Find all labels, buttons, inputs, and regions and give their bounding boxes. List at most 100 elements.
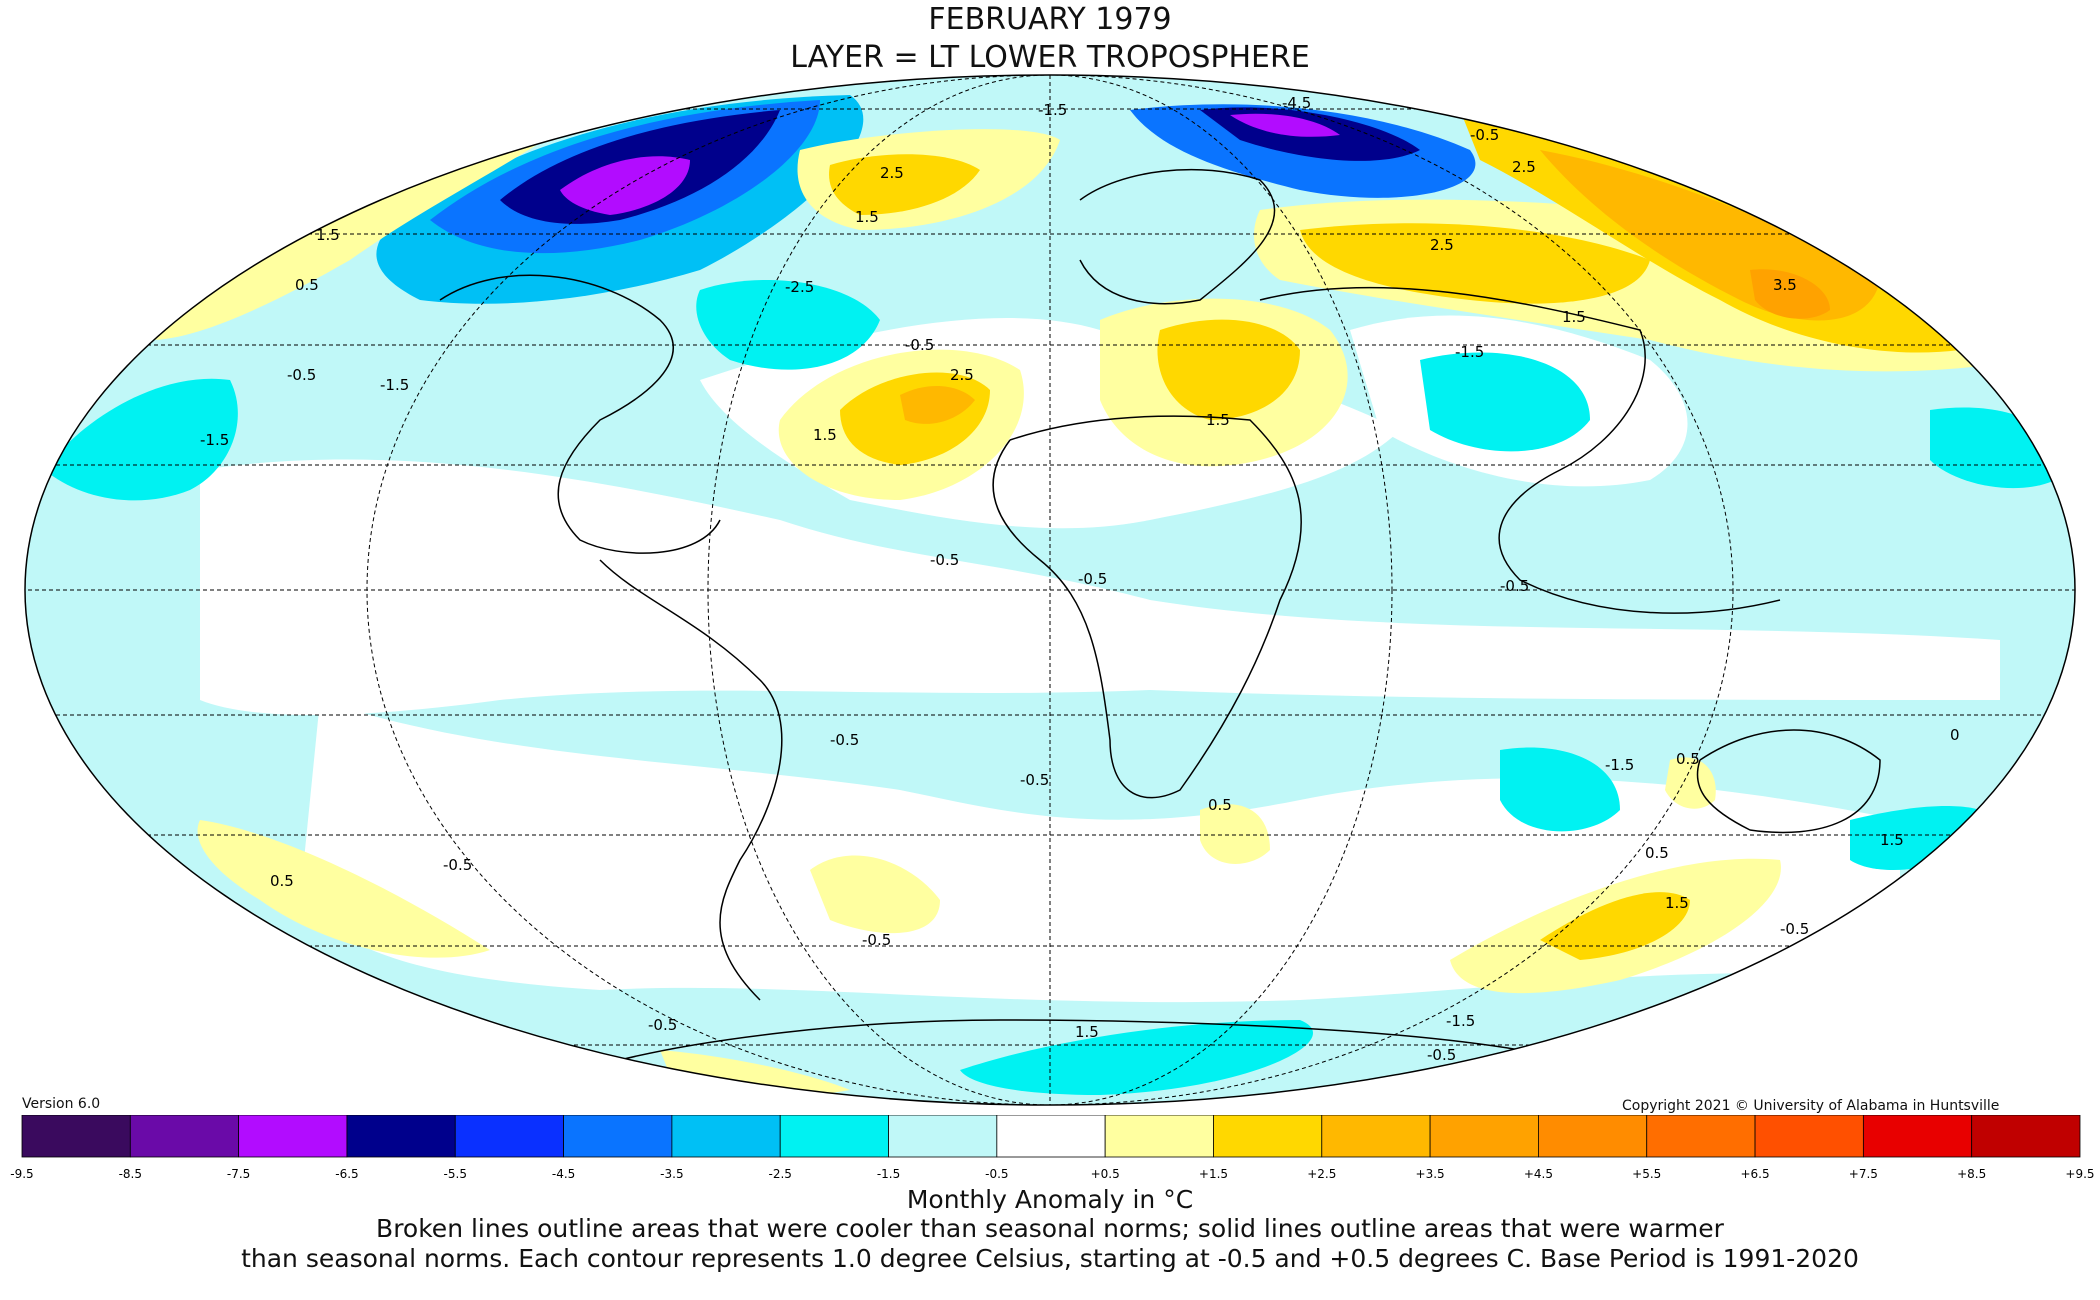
- contour-label: -1.5: [1446, 1012, 1475, 1030]
- contour-label: -1.5: [1038, 101, 1067, 119]
- footnote-line-2: than seasonal norms. Each contour repres…: [241, 1244, 1859, 1273]
- colorbar-tick-label: -0.5: [985, 1167, 1008, 1181]
- contour-label: 1.5: [1206, 411, 1230, 429]
- contour-label: -0.5: [287, 366, 316, 384]
- colorbar-swatch: [454, 1115, 564, 1158]
- field-cold-8: [696, 280, 880, 370]
- contour-label: 0.5: [1676, 750, 1700, 768]
- colorbar-tick-label: +6.5: [1740, 1167, 1769, 1181]
- contour-label: -0.5: [905, 336, 934, 354]
- contour-label: 0.5: [295, 276, 319, 294]
- version-label: Version 6.0: [22, 1096, 101, 1112]
- contour-label: -2.5: [785, 278, 814, 296]
- contour-label: -0.5: [1427, 1046, 1456, 1064]
- footnote-line-1: Broken lines outline areas that were coo…: [376, 1214, 1724, 1243]
- colorbar-swatch: [129, 1115, 240, 1158]
- colorbar-swatch: [888, 1115, 998, 1158]
- contour-label: 1.5: [1562, 308, 1586, 326]
- contour-labels: -1.5 -4.5 -0.5 2.5 1.5 -2.5 0.5 2.5 1.5 …: [200, 94, 1960, 1064]
- contour-label: 0: [1950, 726, 1960, 744]
- field-warm-18: [1540, 892, 1690, 960]
- contour-label: -0.5: [1470, 126, 1499, 144]
- field-cold-13: [960, 1020, 1314, 1095]
- colorbar-tick-label: -7.5: [227, 1167, 250, 1181]
- field-warm-16: [1200, 804, 1270, 864]
- colorbar-swatch: [1213, 1115, 1323, 1158]
- colorbar-swatch: [238, 1115, 348, 1158]
- colorbar-tick-label: -1.5: [877, 1167, 900, 1181]
- colorbar-tick-label: -4.5: [552, 1167, 575, 1181]
- colorbar-swatch: [1321, 1115, 1431, 1158]
- colorbar-tick-label: +7.5: [1849, 1167, 1878, 1181]
- contour-label: 2.5: [880, 164, 904, 182]
- colorbar-tick-label: -2.5: [768, 1167, 791, 1181]
- colorbar-tick-label: -8.5: [119, 1167, 142, 1181]
- field-cold-7: [1230, 113, 1340, 137]
- colorbar-label: Monthly Anomaly in °C: [906, 1185, 1194, 1214]
- colorbar-tick-label: -3.5: [660, 1167, 683, 1181]
- colorbar-swatch: [1429, 1115, 1539, 1158]
- field-neutral: [200, 459, 2000, 715]
- colorbar-tick-label: +2.5: [1307, 1167, 1336, 1181]
- contour-label: 2.5: [1512, 158, 1536, 176]
- contour-label: -0.5: [648, 1016, 677, 1034]
- colorbar-tick-label: -6.5: [335, 1167, 358, 1181]
- contour-label: 1.5: [813, 426, 837, 444]
- colorbar: -9.5 -8.5 -7.5 -6.5 -5.5 -4.5 -3.5 -2.5 -1.5 -0.5…: [10, 1115, 2095, 1181]
- field-cold-10: [1420, 352, 1590, 452]
- field-warm-14: [197, 820, 490, 958]
- colorbar-swatch: [1646, 1115, 1756, 1158]
- colorbar-swatch: [1971, 1115, 2081, 1158]
- layer-subtitle: LAYER = LT LOWER TROPOSPHERE: [790, 40, 1310, 75]
- contour-label: 0.5: [270, 872, 294, 890]
- colorbar-swatch: [1862, 1115, 1973, 1158]
- contour-label: 1.5: [1075, 1023, 1099, 1041]
- contour-label: -0.5: [1078, 570, 1107, 588]
- colorbar-tick-label: +4.5: [1524, 1167, 1553, 1181]
- graticule: [25, 75, 2075, 1105]
- contour-label: 2.5: [1430, 236, 1454, 254]
- colorbar-tick-label: -5.5: [444, 1167, 467, 1181]
- field-cold-12: [1500, 747, 1620, 832]
- colorbar-swatch: [671, 1115, 781, 1158]
- contour-label: -1.5: [1455, 343, 1484, 361]
- colorbar-tick-label: +3.5: [1416, 1167, 1445, 1181]
- field-warm-19: [1665, 757, 1716, 809]
- anomaly-map: -1.5 -4.5 -0.5 2.5 1.5 -2.5 0.5 2.5 1.5 …: [24, 74, 2076, 1106]
- contour-label: -4.5: [1282, 94, 1311, 112]
- colorbar-tick-label: +9.5: [2065, 1167, 2094, 1181]
- colorbar-swatch: [346, 1115, 456, 1158]
- contour-label: -1.5: [380, 376, 409, 394]
- colorbar-tick-label: +5.5: [1632, 1167, 1661, 1181]
- colorbar-tick-label: +1.5: [1199, 1167, 1228, 1181]
- colorbar-swatch: [1104, 1115, 1214, 1158]
- contour-label: 1.5: [316, 226, 340, 244]
- contour-label: -0.5: [1020, 771, 1049, 789]
- contour-label: 3.5: [1773, 276, 1797, 294]
- colorbar-tick-label: +0.5: [1091, 1167, 1120, 1181]
- field-cold-14: [1850, 806, 2000, 870]
- field-warm-15: [810, 855, 940, 934]
- field-cold-4: [560, 156, 690, 215]
- contour-label: -0.5: [930, 551, 959, 569]
- coastlines: [439, 168, 1881, 1061]
- field-neutral-south: [300, 700, 1900, 1003]
- contour-label: -0.5: [443, 856, 472, 874]
- colorbar-swatch: [1538, 1115, 1648, 1158]
- colorbar-swatch: [563, 1115, 673, 1158]
- contour-label: -0.5: [862, 931, 891, 949]
- contour-label: -0.5: [830, 731, 859, 749]
- colorbar-swatch: [779, 1115, 889, 1158]
- contour-label: -1.5: [1605, 756, 1634, 774]
- contour-label: 1.5: [1880, 831, 1904, 849]
- contour-label: 1.5: [1665, 894, 1689, 912]
- colorbar-swatch: [1754, 1115, 1864, 1158]
- field-warm-13: [1750, 269, 1830, 319]
- contour-label: 0.5: [1645, 844, 1669, 862]
- copyright-label: Copyright 2021 © University of Alabama i…: [1622, 1098, 2000, 1114]
- contour-label: 2.5: [950, 366, 974, 384]
- colorbar-swatch: [21, 1115, 131, 1158]
- field-warm-8: [150, 130, 560, 340]
- map-title: FEBRUARY 1979: [928, 2, 1172, 37]
- contour-label: -1.5: [200, 431, 229, 449]
